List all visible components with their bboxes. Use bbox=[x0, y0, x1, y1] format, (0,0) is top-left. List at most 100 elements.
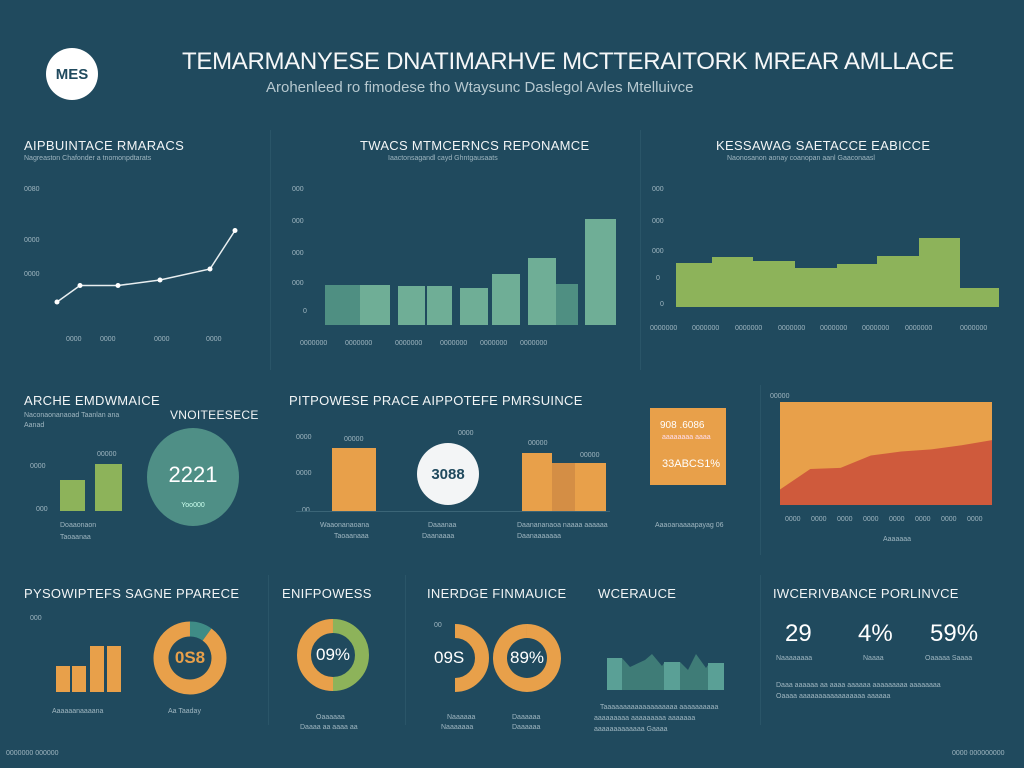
bar bbox=[919, 238, 960, 307]
data-point bbox=[115, 283, 121, 288]
divider bbox=[268, 575, 269, 725]
tick-label: 0000000 bbox=[480, 340, 508, 347]
logo: MES bbox=[46, 48, 98, 100]
caption: Daaanaa bbox=[428, 522, 457, 529]
tick-label: 0000000 bbox=[650, 325, 678, 332]
tick-label: 0000000 bbox=[395, 340, 423, 347]
tick-label: 0000000 bbox=[440, 340, 468, 347]
data-point bbox=[54, 299, 60, 305]
tick-label: 0000000 bbox=[820, 325, 848, 332]
panel-title: PYSOWIPTEFS SAGNE PPARECE bbox=[24, 586, 240, 601]
bar bbox=[95, 464, 122, 511]
divider bbox=[760, 575, 761, 725]
data-point bbox=[232, 228, 238, 233]
tick-label: 0000000 bbox=[520, 340, 548, 347]
caption: Aaaaaanaaaana bbox=[52, 708, 104, 715]
tick-label: 000 bbox=[292, 280, 304, 287]
x-tick: 0000 bbox=[206, 336, 222, 343]
tick-label: 0000 bbox=[863, 516, 879, 523]
y-tick: 0000 bbox=[296, 434, 312, 441]
note: Daaa aaaaaa aa aaaa aaaaaa aaaaaaaaa aaa… bbox=[776, 682, 941, 689]
kpi-circle: 3088 bbox=[417, 443, 479, 505]
panel-title: KESSAWAG SAETACCE EABICCE bbox=[716, 138, 931, 153]
footer-right: 0000 000000000 bbox=[952, 750, 1005, 757]
bar-label: 00000 bbox=[344, 436, 364, 443]
bar-label: 00000 bbox=[528, 440, 548, 447]
y-tick: 000 bbox=[36, 506, 48, 513]
donut-value: 0S8 bbox=[174, 648, 206, 667]
caption: Doaaonaon bbox=[60, 522, 97, 529]
stat-value: 59% bbox=[930, 620, 979, 647]
panel-subtitle: Naconaonanaoad Taanlan ana bbox=[24, 412, 120, 419]
tick-label: 0000000 bbox=[345, 340, 373, 347]
kpi-box-sub: aaaaaaaa aaaa bbox=[662, 434, 711, 441]
y-label: 00000 bbox=[770, 393, 790, 400]
tick-label: 000 bbox=[652, 186, 664, 193]
caption: Taaaaaaaaaaaaaaaaaaa aaaaaaaaaa bbox=[600, 704, 719, 711]
caption: Waaonanaoana bbox=[320, 522, 370, 529]
donut-value: 09% bbox=[315, 645, 351, 664]
caption: Daaaaaa bbox=[512, 714, 541, 721]
tick-label: 0000000 bbox=[905, 325, 933, 332]
divider bbox=[270, 130, 271, 370]
bar bbox=[60, 480, 85, 511]
caption: Daanananaoa naaaa aaaaaa bbox=[517, 522, 608, 529]
panel-title: AIPBUINTACE RMARACS bbox=[24, 138, 185, 153]
y-tick: 00 bbox=[434, 622, 442, 629]
bar-label: 0000 bbox=[458, 430, 474, 437]
data-point bbox=[157, 277, 163, 283]
caption: aaaaaaaaa aaaaaaaaa aaaaaaa bbox=[594, 715, 696, 722]
stat-value: 29 bbox=[785, 620, 812, 647]
bar bbox=[325, 285, 360, 325]
panel-title: INERDGE FINMAUICE bbox=[427, 586, 567, 601]
bar bbox=[460, 288, 488, 325]
tick-label: 0000 bbox=[941, 516, 957, 523]
bar bbox=[575, 463, 606, 511]
x-label: Aaaaaaa bbox=[883, 536, 912, 543]
tick-label: 0 bbox=[303, 308, 307, 315]
caption: aaaaaaaaaaaaa Gaaaa bbox=[594, 726, 668, 733]
panel-title: IWCERIVBANCE PORLINVCE bbox=[773, 586, 959, 601]
kpi-circle bbox=[147, 428, 239, 526]
bar bbox=[398, 286, 425, 325]
data-point bbox=[207, 266, 213, 272]
caption: Daanaaaaaaa bbox=[517, 533, 561, 540]
tick-label: 000 bbox=[652, 248, 664, 255]
stat-label: Oaaaaa Saaaa bbox=[925, 655, 973, 662]
bar bbox=[90, 646, 104, 692]
bar bbox=[427, 286, 452, 325]
y-tick: 0000 bbox=[30, 463, 46, 470]
tick-label: 0000000 bbox=[862, 325, 890, 332]
panel-title: ENIFPOWESS bbox=[282, 586, 372, 601]
caption: Aa Taaday bbox=[168, 708, 201, 715]
divider bbox=[760, 385, 761, 555]
donut-segment bbox=[297, 619, 334, 691]
donut-segment bbox=[454, 624, 489, 692]
panel-subtitle: Nagreaston Chafonder a tnomonpdtarats bbox=[24, 155, 152, 162]
divider bbox=[405, 575, 406, 725]
y-tick: 0000 bbox=[296, 470, 312, 477]
tick-label: 0000000 bbox=[735, 325, 763, 332]
bar bbox=[56, 666, 70, 692]
tick-label: 000 bbox=[292, 250, 304, 257]
stat-value: 4% bbox=[858, 620, 893, 647]
baseline bbox=[296, 511, 610, 512]
bar-label: 00000 bbox=[97, 451, 117, 458]
bar bbox=[552, 463, 575, 511]
donut-segment bbox=[189, 621, 212, 641]
bar bbox=[107, 646, 121, 692]
x-tick: 0000 bbox=[66, 336, 82, 343]
panel-title: PITPOWESE PRACE AIPPOTEFE PMRSUINCE bbox=[289, 393, 583, 408]
page-subtitle: Arohenleed ro fimodese tho Wtaysunc Dasl… bbox=[266, 79, 694, 96]
stat-label: Naaaaaaaa bbox=[776, 655, 813, 662]
bar bbox=[676, 263, 712, 307]
panel-title: TWACS MTMCERNCS REPONAMCE bbox=[360, 138, 590, 153]
y-tick: 000 bbox=[30, 615, 42, 622]
tick-label: 0000 bbox=[837, 516, 853, 523]
divider bbox=[640, 130, 641, 370]
panel-title: ARCHE EMDWMAICE bbox=[24, 393, 160, 408]
